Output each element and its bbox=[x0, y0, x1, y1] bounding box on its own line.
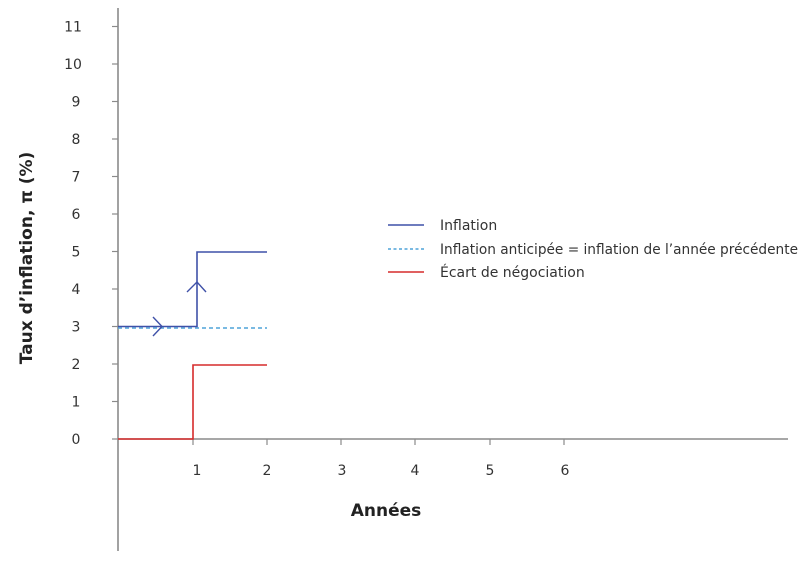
y-tick-label: 7 bbox=[72, 170, 81, 186]
y-tick-label: 11 bbox=[64, 20, 82, 36]
y-tick-labels: 0 1 2 3 4 5 6 7 8 9 10 11 bbox=[64, 20, 82, 449]
legend-label-expected-inflation: Inflation anticipée = inflation de l’ann… bbox=[440, 242, 798, 258]
y-axis-title: Taux d’inflation, π (%) bbox=[17, 152, 37, 365]
bargaining-gap-line bbox=[118, 364, 267, 440]
y-tick-label: 6 bbox=[72, 207, 81, 223]
x-tick-label: 1 bbox=[193, 463, 202, 479]
x-tick-labels: 1 2 3 4 5 6 bbox=[193, 463, 570, 479]
legend-label-bargaining-gap: Écart de négociation bbox=[440, 264, 585, 281]
arrow-up-icon bbox=[186, 280, 207, 293]
x-axis-title: Années bbox=[351, 501, 422, 521]
x-tick-label: 2 bbox=[263, 463, 272, 479]
x-tick-label: 4 bbox=[411, 463, 420, 479]
y-tick-label: 2 bbox=[72, 357, 81, 373]
y-tick-label: 3 bbox=[72, 320, 81, 336]
y-tick-label: 8 bbox=[72, 132, 81, 148]
y-tick-label: 4 bbox=[72, 282, 81, 298]
y-tick-label: 5 bbox=[72, 245, 81, 261]
arrow-right-icon bbox=[152, 316, 163, 337]
legend-label-inflation: Inflation bbox=[440, 218, 497, 234]
x-ticks bbox=[192, 439, 565, 445]
y-tick-label: 9 bbox=[72, 95, 81, 111]
inflation-line bbox=[118, 251, 267, 328]
legend: Inflation Inflation anticipée = inflatio… bbox=[388, 218, 798, 281]
y-tick-label: 1 bbox=[72, 395, 81, 411]
x-tick-label: 5 bbox=[486, 463, 495, 479]
y-tick-label: 0 bbox=[72, 432, 81, 448]
x-tick-label: 3 bbox=[338, 463, 347, 479]
x-tick-label: 6 bbox=[561, 463, 570, 479]
y-tick-label: 10 bbox=[64, 57, 82, 73]
y-ticks bbox=[112, 25, 118, 440]
